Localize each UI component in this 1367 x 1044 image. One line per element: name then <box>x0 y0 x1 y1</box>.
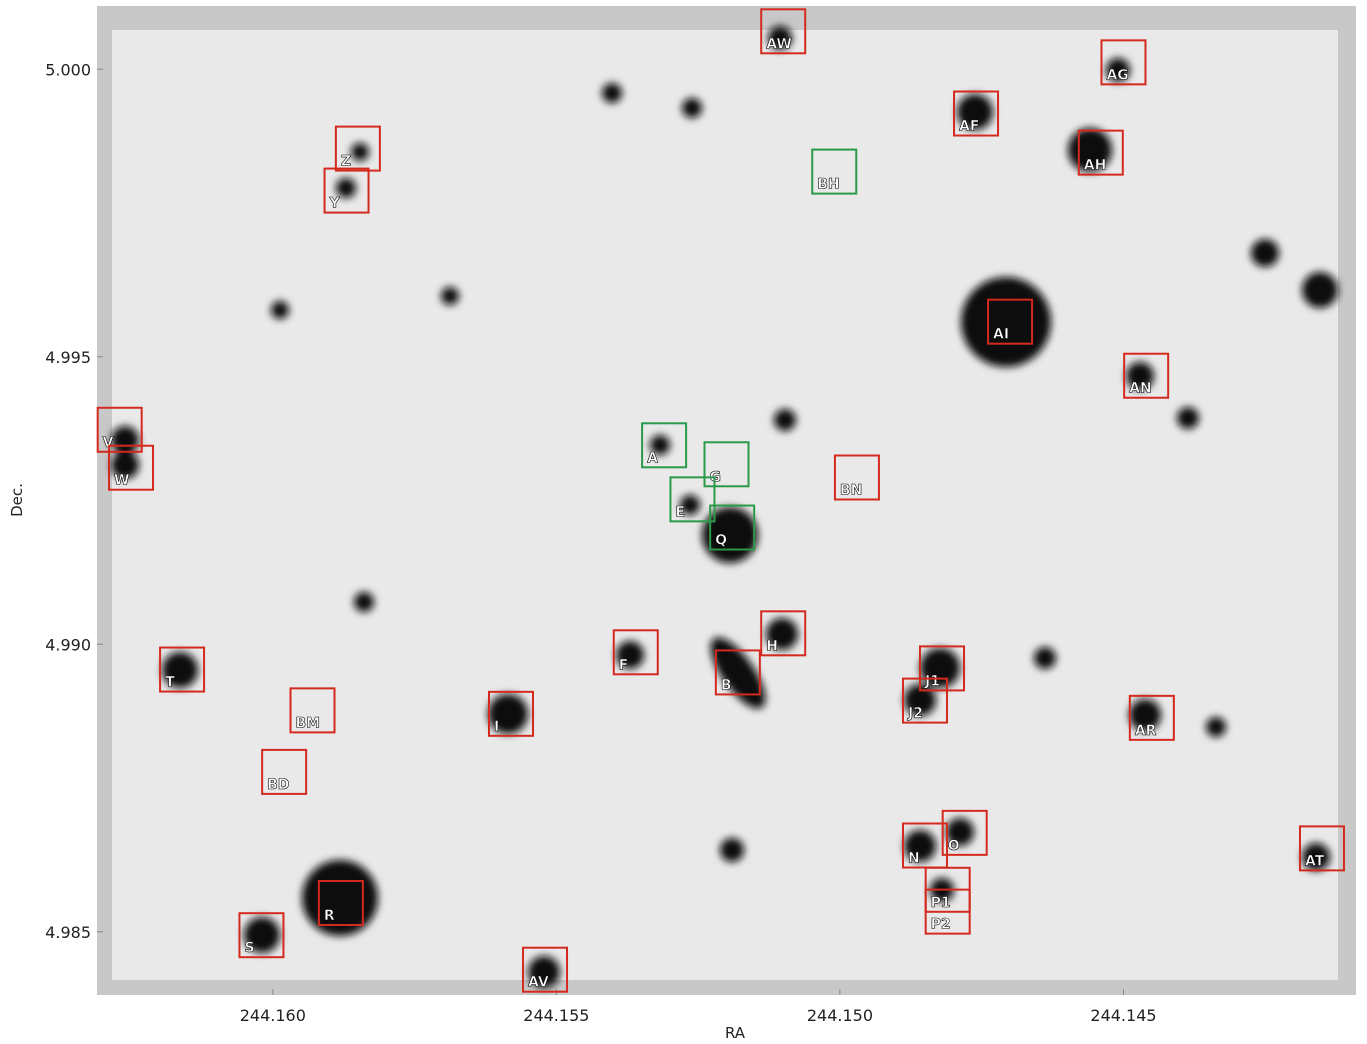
x-tick-label: 244.150 <box>807 1006 873 1025</box>
x-tick-label: 244.160 <box>240 1006 306 1025</box>
source-box <box>1128 694 1175 741</box>
box-label: BN <box>840 483 862 499</box>
source-box <box>261 748 308 795</box>
y-axis-label: Dec. <box>8 483 26 517</box>
source-box <box>987 298 1034 345</box>
source-box <box>833 454 880 501</box>
source-box <box>238 912 285 959</box>
box-label: F <box>619 657 629 673</box>
source-box <box>1123 352 1170 399</box>
source-box <box>1298 825 1345 872</box>
box-label: E <box>675 504 685 520</box>
source-box <box>919 645 966 692</box>
box-label: H <box>766 638 778 654</box>
box-label: Q <box>715 533 727 549</box>
box-label: AF <box>959 119 979 135</box>
box-label: AI <box>993 327 1009 343</box>
source-box <box>953 90 1000 137</box>
box-label: Z <box>341 154 351 170</box>
box-label: AT <box>1305 853 1325 869</box>
box-label: A <box>647 450 658 466</box>
box-label: O <box>948 838 960 854</box>
source-box <box>641 422 688 469</box>
box-label: BD <box>267 777 289 793</box>
box-label: I <box>494 719 499 735</box>
y-tick-label: 4.990 <box>45 635 91 654</box>
box-label: AH <box>1084 158 1107 174</box>
source-box <box>924 888 971 935</box>
box-label: AW <box>766 36 792 52</box>
source-box <box>522 946 569 993</box>
x-tick-label: 244.145 <box>1090 1006 1156 1025</box>
x-tick-label: 244.155 <box>523 1006 589 1025</box>
source-box <box>901 677 948 724</box>
source-box <box>760 610 807 657</box>
box-label: P2 <box>931 917 951 933</box>
source-box <box>669 476 716 523</box>
x-axis-label: RA <box>725 1024 746 1042</box>
source-box <box>159 646 206 693</box>
box-label: J2 <box>907 706 923 722</box>
box-label: N <box>908 851 920 867</box>
source-box <box>703 441 750 488</box>
source-box <box>334 125 381 172</box>
source-box <box>487 690 534 737</box>
box-label: V <box>103 435 114 451</box>
source-box <box>96 406 143 453</box>
box-label: AV <box>528 975 549 991</box>
box-label: T <box>165 675 175 691</box>
source-box <box>1077 129 1124 176</box>
source-box <box>323 167 370 214</box>
box-label: P1 <box>931 895 951 911</box>
source-box <box>709 504 756 551</box>
box-label: R <box>324 908 335 924</box>
box-label: BM <box>296 715 321 731</box>
box-label: S <box>244 940 254 956</box>
source-box <box>289 687 336 734</box>
source-box <box>941 809 988 856</box>
source-box <box>760 8 807 55</box>
box-label: AG <box>1106 67 1128 83</box>
source-box <box>317 880 364 926</box>
box-label: J1 <box>924 673 940 689</box>
box-label: B <box>721 677 732 693</box>
source-box <box>811 148 858 195</box>
box-label: Y <box>329 196 341 212</box>
box-label: AN <box>1129 381 1152 397</box>
source-box <box>612 629 659 676</box>
box-label: W <box>114 473 129 489</box>
y-tick-label: 4.985 <box>45 923 91 942</box>
box-label: AR <box>1135 723 1157 739</box>
y-tick-label: 5.000 <box>45 60 91 79</box>
y-tick-label: 4.995 <box>45 348 91 367</box>
box-label: BH <box>817 177 839 193</box>
source-box <box>1100 39 1147 86</box>
source-box <box>108 444 155 491</box>
source-box <box>714 649 761 696</box>
